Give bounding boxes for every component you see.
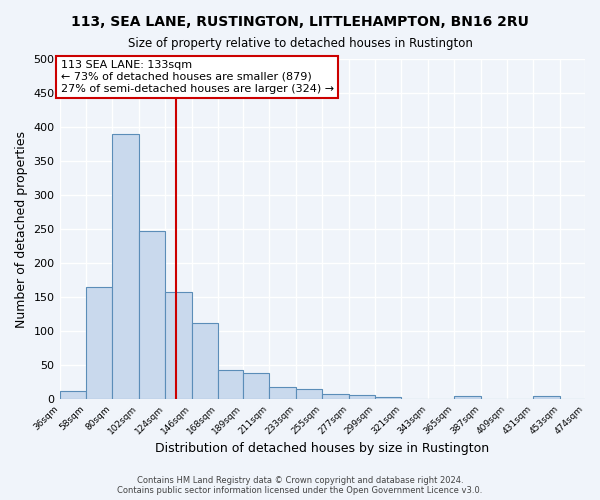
Y-axis label: Number of detached properties: Number of detached properties [15, 130, 28, 328]
Bar [269, 387, 296, 400]
Bar [349, 396, 375, 400]
Bar [322, 394, 349, 400]
Text: 113 SEA LANE: 133sqm
← 73% of detached houses are smaller (879)
27% of semi-deta: 113 SEA LANE: 133sqm ← 73% of detached h… [61, 60, 334, 94]
Bar [375, 398, 401, 400]
X-axis label: Distribution of detached houses by size in Rustington: Distribution of detached houses by size … [155, 442, 490, 455]
Text: Contains HM Land Registry data © Crown copyright and database right 2024.
Contai: Contains HM Land Registry data © Crown c… [118, 476, 482, 495]
Bar [191, 322, 218, 400]
Bar [243, 373, 269, 400]
Bar [165, 292, 191, 400]
Text: Size of property relative to detached houses in Rustington: Size of property relative to detached ho… [128, 38, 472, 51]
Bar [533, 396, 560, 400]
Bar [86, 287, 112, 400]
Bar [218, 370, 243, 400]
Bar [296, 390, 322, 400]
Bar [139, 230, 165, 400]
Bar [454, 396, 481, 400]
Bar [112, 134, 139, 400]
Text: 113, SEA LANE, RUSTINGTON, LITTLEHAMPTON, BN16 2RU: 113, SEA LANE, RUSTINGTON, LITTLEHAMPTON… [71, 15, 529, 29]
Bar [59, 390, 86, 400]
